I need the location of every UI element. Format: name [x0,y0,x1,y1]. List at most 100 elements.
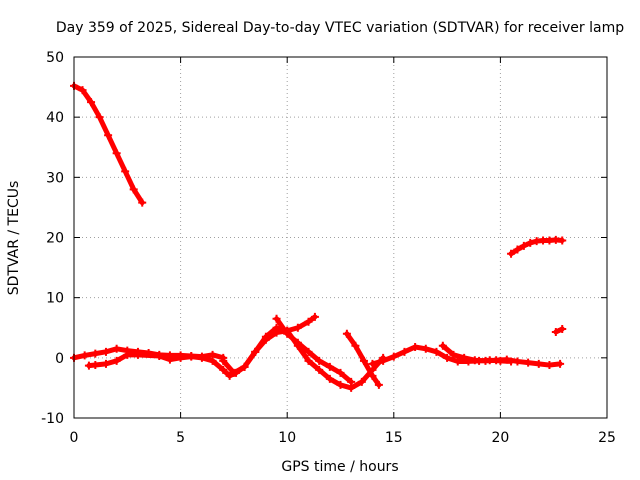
data-point [165,355,174,364]
data-point [104,131,113,140]
x-tick-label: 0 [70,430,79,446]
series-line [220,325,386,391]
data-point [304,356,313,365]
data-point [95,113,104,122]
series-arc-late-2 [438,341,565,370]
data-point [112,356,121,365]
data-point [78,86,87,95]
data-point [336,368,345,377]
data-point [272,323,281,332]
data-point [101,359,110,368]
data-point [310,312,319,321]
data-point [225,371,234,380]
data-point [470,356,479,365]
data-point [293,338,302,347]
data-point [357,377,366,386]
x-tick-label: 5 [176,430,185,446]
data-point [155,352,164,361]
series-arc-mid-c [342,329,383,389]
data-point [449,350,458,359]
data-point [121,167,130,176]
data-point [325,362,334,371]
data-point [411,343,420,352]
data-point [481,356,490,365]
data-point [272,314,281,323]
data-point [438,341,447,350]
data-point [187,352,196,361]
series-arc-end-small [551,324,567,336]
y-tick-label: 0 [55,351,64,367]
data-point [359,356,368,365]
data-point [443,353,452,362]
data-point [453,357,462,366]
data-point [138,198,147,207]
data-point [240,362,249,371]
data-point [507,249,516,258]
data-point [351,341,360,350]
data-point [304,347,313,356]
data-point [400,347,409,356]
series-arc-base-2 [84,312,319,380]
data-point [558,324,567,333]
y-tick-label: 20 [46,231,64,247]
series-arc-mid-b [272,314,356,386]
data-point [251,347,260,356]
data-point [315,356,324,365]
y-axis-label: SDTVAR / TECUs [6,181,22,296]
series-line [71,83,145,206]
data-point [219,356,228,365]
series-arc-mid-a [219,323,388,392]
data-point [519,241,528,250]
data-point [101,347,110,356]
y-tick-label: 40 [46,110,64,126]
data-point [534,359,543,368]
data-point [91,349,100,358]
data-point [91,361,100,370]
data-point [208,356,217,365]
data-point [347,377,356,386]
data-point [526,238,535,247]
data-point [460,353,469,362]
data-point [513,245,522,254]
x-axis-label: GPS time / hours [281,459,398,475]
y-tick-label: 30 [46,170,64,186]
data-point [112,344,121,353]
data-point [197,353,206,362]
data-point [133,350,142,359]
y-tick-label: -10 [41,411,64,427]
data-point [545,361,554,370]
data-point [551,327,560,336]
data-point [112,149,121,158]
data-point [513,357,522,366]
data-point [176,353,185,362]
data-point [325,374,334,383]
x-tick-label: 20 [491,430,509,446]
data-point [80,351,89,360]
data-point [229,368,238,377]
data-point [421,344,430,353]
data-point [524,358,533,367]
data-point [342,329,351,338]
axis-ticks: 0 5 10 15 20 25 -10 0 10 20 30 40 50 [41,50,616,446]
data-point [379,356,388,365]
data-point [432,347,441,356]
x-tick-label: 15 [385,430,403,446]
y-tick-label: 10 [46,291,64,307]
data-point [502,355,511,364]
series-arc-end-high [507,235,567,258]
data-point [389,352,398,361]
data-point [374,380,383,389]
data-point [556,359,565,368]
data-point [87,98,96,107]
chart-title: Day 359 of 2025, Sidereal Day-to-day VTE… [56,20,624,36]
data-series [70,81,567,392]
data-point [283,329,292,338]
x-tick-label: 25 [598,430,616,446]
data-point [123,350,132,359]
data-point [129,185,138,194]
data-point [315,365,324,374]
data-point [304,317,313,326]
data-point [368,371,377,380]
data-point [219,365,228,374]
